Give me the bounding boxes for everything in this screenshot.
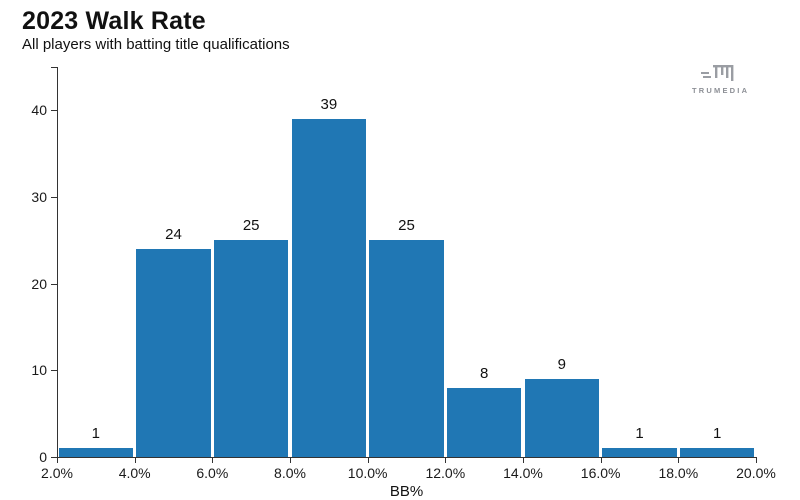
x-axis-tick [367, 457, 369, 463]
trumedia-logo: TRUMEDIA [692, 63, 748, 95]
bar-value-label: 1 [712, 425, 722, 443]
x-axis-tick-label: 4.0% [118, 465, 151, 481]
x-axis-tick-label: 16.0% [580, 465, 621, 481]
bar-value-label: 25 [398, 217, 415, 235]
y-axis-tick [51, 197, 57, 198]
y-axis-tick-label: 20 [31, 275, 47, 292]
x-axis-tick-label: 6.0% [196, 465, 229, 481]
x-axis-tick [290, 457, 291, 463]
x-axis-tick [445, 457, 447, 463]
histogram-bar[interactable] [213, 240, 289, 457]
bar-value-label: 8 [479, 364, 489, 382]
x-axis-tick [756, 457, 757, 463]
x-axis-tick-label: 8.0% [274, 465, 306, 481]
y-axis-tick [51, 110, 57, 112]
y-axis-tick [51, 457, 57, 458]
bar-value-label: 1 [91, 425, 100, 443]
histogram-bar[interactable] [369, 240, 444, 457]
y-axis-tick [51, 370, 57, 372]
x-axis-title: BB% [389, 483, 424, 500]
x-axis-tick-label: 20.0% [736, 465, 776, 481]
x-axis-tick [212, 457, 214, 463]
histogram-bar[interactable] [524, 379, 600, 457]
page-title: 2023 Walk Rate [22, 7, 206, 35]
y-axis-line [57, 67, 58, 458]
x-axis-tick [134, 457, 136, 463]
bar-value-label: 24 [165, 226, 182, 243]
x-axis-line [57, 457, 757, 458]
x-axis-tick [678, 457, 680, 463]
y-axis-tick-label: 40 [31, 102, 47, 119]
histogram-bar[interactable] [136, 249, 211, 457]
bar-value-label: 25 [242, 217, 260, 235]
x-axis-tick-label: 14.0% [503, 465, 543, 481]
bar-value-label: 39 [320, 96, 338, 113]
bar-value-label: 1 [635, 425, 644, 443]
y-axis-end-cap [51, 67, 57, 68]
histogram-bar[interactable] [446, 387, 522, 457]
histogram-bar[interactable] [602, 448, 677, 457]
trumedia-logo-text: TRUMEDIA [692, 86, 750, 95]
page-subtitle: All players with batting title qualifica… [22, 36, 290, 53]
y-axis-tick-label: 0 [39, 449, 47, 465]
histogram-bar[interactable] [291, 119, 367, 457]
y-axis-tick-label: 10 [31, 362, 47, 379]
x-axis-tick [600, 457, 602, 463]
x-axis-tick-label: 10.0% [347, 465, 388, 481]
x-axis-tick-label: 18.0% [658, 465, 699, 481]
x-axis-tick [57, 457, 58, 463]
y-axis-tick [51, 283, 57, 285]
x-axis-tick-label: 12.0% [425, 465, 466, 481]
trumedia-logo-icon [701, 65, 734, 81]
x-axis-tick-label: 2.0% [41, 465, 73, 481]
y-axis-tick-label: 30 [31, 189, 47, 205]
histogram-bar[interactable] [58, 448, 134, 457]
x-axis-tick [523, 457, 524, 463]
bar-value-label: 9 [557, 356, 566, 373]
histogram-bar[interactable] [679, 448, 755, 457]
